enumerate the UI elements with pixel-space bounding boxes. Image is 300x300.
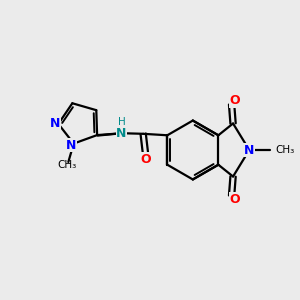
Text: O: O (230, 193, 240, 206)
Text: CH₃: CH₃ (276, 145, 295, 155)
Text: N: N (50, 117, 60, 130)
Text: H: H (118, 117, 125, 127)
Text: CH₃: CH₃ (57, 160, 76, 170)
Text: O: O (230, 94, 240, 107)
Text: N: N (66, 139, 76, 152)
Text: O: O (140, 153, 151, 166)
Text: N: N (116, 127, 127, 140)
Text: N: N (244, 143, 254, 157)
